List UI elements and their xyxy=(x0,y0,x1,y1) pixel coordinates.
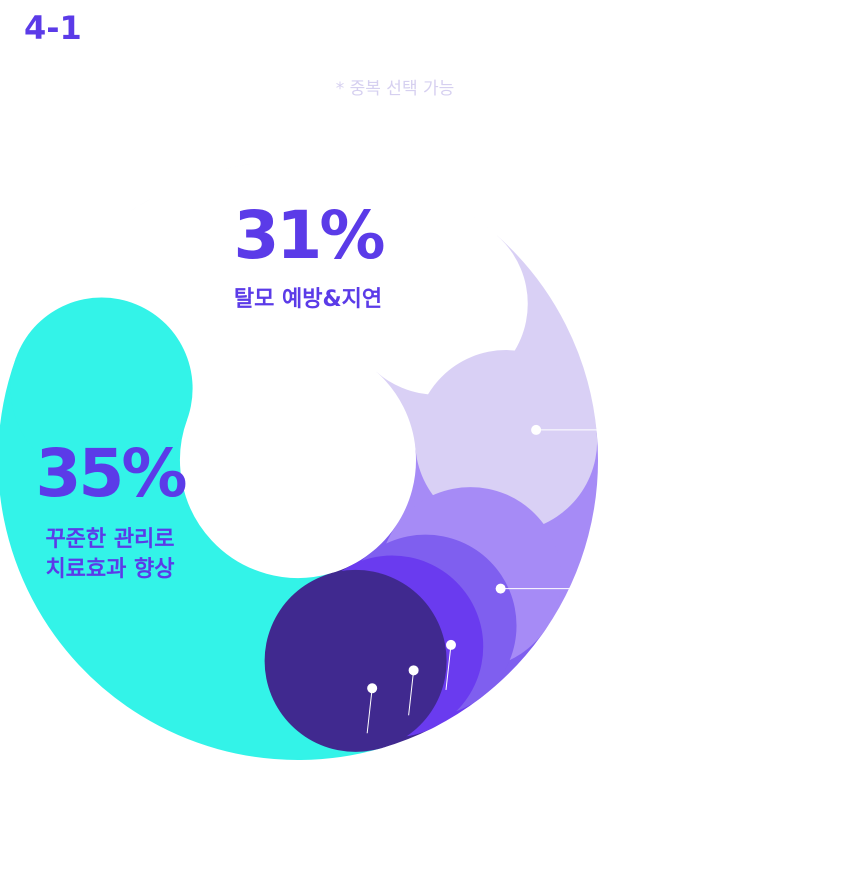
leader-line xyxy=(445,644,452,690)
leader-dot xyxy=(408,665,419,676)
leader-line xyxy=(408,670,415,716)
chart-subtitle: * 중복 선택 가능 xyxy=(336,79,455,99)
category-label: 꾸준한 관리로 xyxy=(45,527,174,552)
leader-dot xyxy=(367,683,378,694)
segment-cap xyxy=(264,569,447,752)
segment-cap xyxy=(10,297,193,480)
value-label: 35% xyxy=(36,435,187,512)
leader-dot xyxy=(531,424,542,435)
segment-cap xyxy=(415,350,598,533)
segment-cap xyxy=(345,212,528,395)
chart-title: 4-1 xyxy=(24,9,82,47)
leader-dot xyxy=(445,639,456,650)
category-label: 치료효과 향상 xyxy=(45,557,174,582)
category-label: 탈모 예방&지연 xyxy=(234,287,382,312)
caps xyxy=(10,212,598,752)
leader-line xyxy=(366,688,373,734)
leader-dot xyxy=(495,583,506,594)
value-label: 31% xyxy=(234,197,385,274)
